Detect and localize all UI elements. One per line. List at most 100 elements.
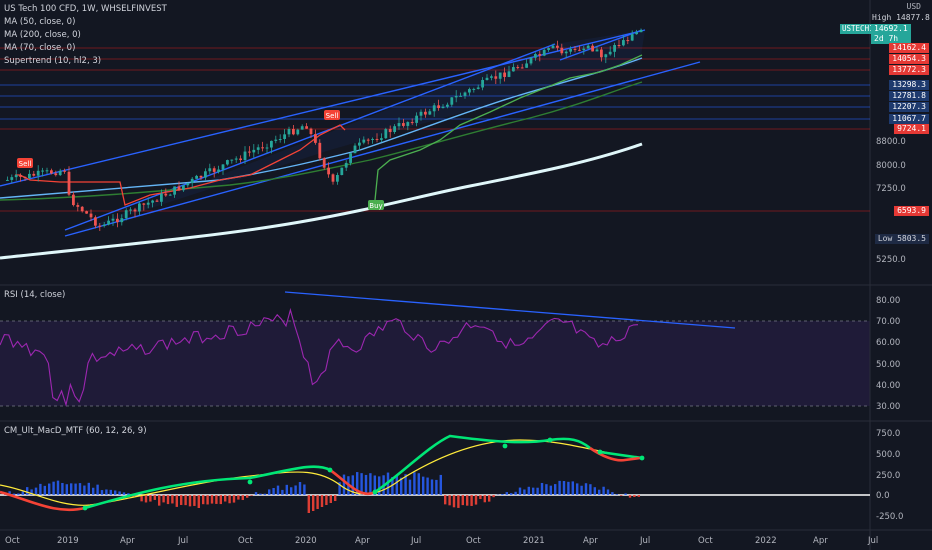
macd-bar <box>21 491 24 495</box>
candle-body <box>67 171 71 195</box>
candle-body <box>586 45 590 49</box>
channel-upper-line <box>0 29 646 187</box>
sell-signal: Sell <box>17 158 33 168</box>
macd-bar <box>149 495 152 502</box>
candle-body <box>344 162 348 168</box>
macd-bar <box>373 475 376 495</box>
candle-body <box>230 159 234 161</box>
macd-bar <box>254 492 258 495</box>
time-tick: Jul <box>868 536 879 546</box>
candle-body <box>639 29 643 33</box>
candle-body <box>503 72 506 77</box>
time-tick: Apr <box>120 536 135 546</box>
time-tick: Jul <box>640 536 651 546</box>
candle-body <box>6 179 9 181</box>
macd-bar <box>298 482 302 495</box>
candle-body <box>177 186 181 191</box>
candle-body <box>595 49 599 52</box>
macd-dot <box>247 479 253 485</box>
macd-bar <box>241 495 244 501</box>
candle-body <box>525 63 528 68</box>
macd-bar <box>466 495 469 506</box>
candle-body <box>261 147 264 149</box>
candle-body <box>437 105 440 109</box>
macd-bar <box>589 484 592 495</box>
candle-body <box>362 139 366 143</box>
macd-bar <box>105 489 108 495</box>
macd-bar <box>127 493 130 495</box>
currency-label[interactable]: USD <box>906 2 921 11</box>
candle-body <box>569 48 572 52</box>
symbol-title[interactable]: US Tech 100 CFD, 1W, WHSELFINVEST <box>4 4 167 14</box>
macd-title[interactable]: CM_Ult_MacD_MTF (60, 12, 26, 9) <box>4 426 147 436</box>
price-tick: 8000.0 <box>876 161 906 171</box>
indicator-supertrend[interactable]: Supertrend (10, hl2, 3) <box>4 56 102 66</box>
candle-body <box>556 45 559 48</box>
candle-body <box>278 139 282 141</box>
macd-bar <box>378 476 381 495</box>
candle-body <box>331 174 335 182</box>
price-axis[interactable]: 8800.0 8000.0 7250.0 5250.0 <box>876 137 906 265</box>
low-value: 5803.5 <box>897 234 926 243</box>
indicator-ma200[interactable]: MA (200, close, 0) <box>4 30 81 40</box>
macd-bar <box>184 495 187 506</box>
indicator-ma50[interactable]: MA (50, close, 0) <box>4 17 76 27</box>
macd-bar <box>545 484 548 495</box>
candle-body <box>129 209 132 211</box>
macd-bar <box>558 480 561 495</box>
macd-bar <box>422 476 425 495</box>
time-tick: Apr <box>813 536 828 546</box>
time-tick: Oct <box>238 536 253 546</box>
macd-bar <box>479 495 482 500</box>
macd-bar <box>523 489 526 495</box>
candle-body <box>507 71 511 77</box>
rsi-title[interactable]: RSI (14, close) <box>4 290 66 300</box>
macd-bar <box>637 495 640 497</box>
candle-body <box>199 175 203 178</box>
macd-bar <box>501 494 504 495</box>
macd-bar <box>250 495 253 496</box>
macd-bar <box>109 489 112 495</box>
candle-body <box>107 220 110 225</box>
macd-bar <box>122 492 126 495</box>
macd-bar <box>188 495 192 507</box>
macd-bar <box>48 483 51 495</box>
macd-line-down <box>0 446 641 512</box>
candle-body <box>195 175 198 179</box>
macd-bar <box>342 474 346 495</box>
candle-body <box>600 49 603 58</box>
candle-body <box>142 203 146 205</box>
high-marker: High 14877.8 <box>872 13 930 22</box>
rsi-axis[interactable]: 80.00 70.00 60.00 50.00 40.00 30.00 <box>876 296 900 412</box>
time-tick: Jul <box>411 536 422 546</box>
macd-bar <box>492 495 495 498</box>
candle-body <box>252 149 256 153</box>
macd-bar <box>483 495 486 503</box>
macd-bar <box>356 472 359 495</box>
candle-body <box>314 134 317 143</box>
level-label: 12781.8 <box>889 91 929 101</box>
candle-body <box>520 67 524 69</box>
macd-dot <box>547 437 553 443</box>
candlestick-series[interactable] <box>6 28 643 231</box>
candle-body <box>388 129 392 132</box>
candle-body <box>151 200 154 203</box>
time-tick: 2019 <box>57 536 79 546</box>
candle-body <box>415 115 418 123</box>
last-price-badge[interactable]: 14692.1 2d 7h <box>871 24 911 44</box>
buy-signal-label: Buy <box>369 202 382 210</box>
macd-bar <box>281 489 284 495</box>
macd-dot <box>82 505 88 511</box>
candle-body <box>63 170 66 172</box>
candle-body <box>173 186 176 195</box>
macd-bar <box>593 487 596 495</box>
macd-bar <box>606 489 610 495</box>
short-channel-line <box>559 29 643 61</box>
macd-bar <box>532 487 535 495</box>
macd-bar <box>30 489 33 495</box>
indicator-ma70[interactable]: MA (70, close, 0) <box>4 43 76 53</box>
macd-bar <box>61 482 64 495</box>
macd-axis[interactable]: 750.0 500.0 250.0 0.0 -250.0 <box>876 429 903 522</box>
candle-body <box>397 123 401 127</box>
